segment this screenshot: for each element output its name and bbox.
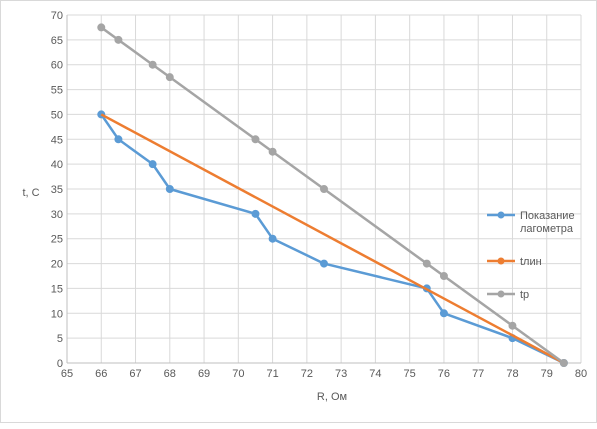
x-axis-label: R, Ом <box>317 391 347 403</box>
y-tick-labels: 0 5 10 15 20 25 30 35 40 45 50 55 60 65 70 <box>51 10 63 370</box>
data-point <box>148 160 157 169</box>
data-point <box>268 147 277 156</box>
x-tick-label: 80 <box>575 368 587 380</box>
data-point <box>97 23 106 32</box>
y-tick-label: 35 <box>51 184 63 196</box>
legend-swatch-marker <box>497 257 505 265</box>
series-1 <box>97 110 568 367</box>
x-tick-label: 67 <box>129 368 141 380</box>
x-tick-label: 78 <box>506 368 518 380</box>
x-tick-label: 73 <box>335 368 347 380</box>
x-tick-label: 79 <box>541 368 553 380</box>
y-tick-label: 60 <box>51 60 63 72</box>
y-tick-label: 65 <box>51 35 63 47</box>
data-point <box>439 272 448 280</box>
y-tick-label: 70 <box>51 10 63 22</box>
x-tick-label: 77 <box>472 368 484 380</box>
data-point <box>439 309 448 318</box>
x-tick-label: 70 <box>232 368 244 380</box>
y-tick-label: 25 <box>51 234 63 246</box>
x-tick-label: 74 <box>369 368 381 380</box>
data-point <box>268 234 277 243</box>
x-tick-label: 75 <box>404 368 416 380</box>
data-point <box>114 35 123 44</box>
y-tick-label: 0 <box>57 358 63 370</box>
data-point <box>148 60 157 69</box>
data-point <box>251 135 260 144</box>
data-point <box>114 135 123 144</box>
series-3 <box>97 23 568 367</box>
x-tick-label: 65 <box>61 368 73 380</box>
axes <box>66 15 581 364</box>
x-tick-label: 71 <box>266 368 278 380</box>
data-point <box>165 185 174 193</box>
x-tick-label: 69 <box>198 368 210 380</box>
y-tick-label: 45 <box>51 134 63 146</box>
data-point <box>508 321 517 330</box>
legend-item: Показание лагометра <box>487 210 575 235</box>
data-point <box>251 209 260 218</box>
legend-label: tр <box>520 289 529 301</box>
legend-label: Показание лагометра <box>520 210 575 235</box>
legend-item: tр <box>487 289 529 301</box>
legend-item: tлин <box>487 256 542 268</box>
series-group <box>97 23 568 367</box>
y-axis-label: t, C <box>22 187 39 199</box>
x-tick-label: 76 <box>438 368 450 380</box>
x-tick-label: 66 <box>95 368 107 380</box>
y-tick-label: 20 <box>51 259 63 271</box>
x-tick-label: 72 <box>301 368 313 380</box>
y-tick-label: 15 <box>51 283 63 295</box>
series-2 <box>100 113 565 365</box>
data-point <box>559 359 568 367</box>
y-tick-label: 10 <box>51 308 63 320</box>
legend-label: tлин <box>520 256 542 268</box>
data-point <box>320 185 328 193</box>
series-line <box>100 113 565 365</box>
legend: Показание лагометра tлин tр <box>487 210 575 301</box>
data-point <box>320 259 328 268</box>
y-tick-label: 30 <box>51 209 63 221</box>
y-tick-label: 55 <box>51 85 63 97</box>
data-point <box>165 73 174 82</box>
x-tick-labels: 65 66 67 68 69 70 71 72 73 74 75 76 77 78 79 80 <box>61 368 587 380</box>
data-point <box>422 259 431 268</box>
legend-swatch-marker <box>497 290 505 298</box>
legend-swatch-marker <box>497 211 505 219</box>
y-tick-label: 5 <box>57 333 63 345</box>
y-tick-label: 40 <box>51 159 63 171</box>
x-tick-label: 68 <box>164 368 176 380</box>
y-tick-label: 50 <box>51 109 63 121</box>
